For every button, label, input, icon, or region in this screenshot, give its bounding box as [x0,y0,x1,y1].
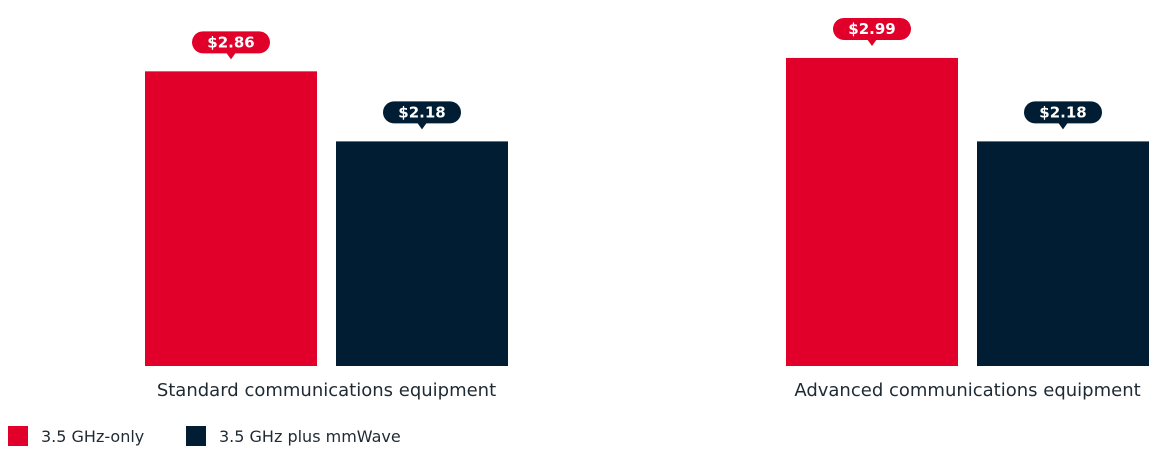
legend-item-ghz-only: 3.5 GHz-only [8,426,144,446]
data-label-text: $2.99 [848,20,895,38]
bar-standard-ghz-mmwave [336,141,508,366]
data-label-pill [833,17,911,40]
legend-swatch [8,426,28,446]
category-label-advanced: Advanced communications equipment [794,380,1140,401]
bar-advanced-ghz-mmwave [977,141,1149,366]
data-label-pointer [417,122,427,130]
data-label-text: $2.18 [398,103,445,121]
data-label-standard-ghz-mmwave: $2.18 [383,101,461,130]
legend-swatch [186,426,206,446]
category-label-standard: Standard communications equipment [157,380,496,401]
legend-item-ghz-mmwave: 3.5 GHz plus mmWave [186,426,401,446]
data-label-pill [383,101,461,124]
legend-label: 3.5 GHz-only [41,427,144,446]
data-label-text: $2.86 [207,33,254,51]
data-label-pointer [226,52,236,60]
data-label-pointer [867,38,877,46]
data-label-pill [192,31,270,54]
bars-group [145,57,1149,366]
bar-standard-ghz-only [145,71,317,366]
data-labels-group: $2.86 $2.18 $2.99 $2.18 [192,17,1102,130]
legend: 3.5 GHz-only 3.5 GHz plus mmWave [8,426,401,446]
data-label-advanced-ghz-mmwave: $2.18 [1024,101,1102,130]
data-label-advanced-ghz-only: $2.99 [833,17,911,46]
legend-label: 3.5 GHz plus mmWave [219,427,401,446]
bar-advanced-ghz-only [786,57,958,366]
data-label-standard-ghz-only: $2.86 [192,31,270,60]
data-label-text: $2.18 [1039,103,1086,121]
data-label-pointer [1058,122,1068,130]
data-label-pill [1024,101,1102,124]
category-labels-group: Standard communications equipment Advance… [157,380,1141,401]
